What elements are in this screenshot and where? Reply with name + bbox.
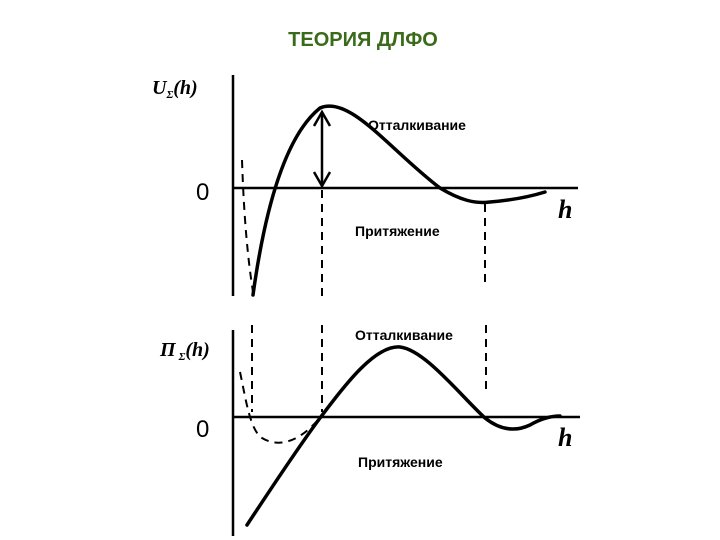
x-label: h (558, 423, 572, 452)
x-label: h (558, 195, 572, 224)
title: ТЕОРИЯ ДЛФО (288, 29, 438, 51)
y-label: П Σ(h) (159, 339, 210, 363)
y-subscript: Σ (165, 89, 173, 101)
attraction-label: Притяжение (358, 454, 443, 470)
dashed-curve (239, 371, 319, 444)
y-symbol: U (152, 77, 168, 99)
attraction-label: Притяжение (355, 223, 440, 239)
zero-label: 0 (196, 416, 209, 443)
dashed-curve (241, 159, 254, 293)
y-label: UΣ(h) (152, 77, 198, 101)
y-argument: (h) (185, 339, 209, 361)
y-argument: (h) (173, 77, 197, 99)
pressure-curve (245, 345, 562, 527)
panel-pressure: П Σ(h) 0 h Отталкивание Притяжение (159, 325, 580, 536)
y-symbol: П (159, 339, 177, 361)
y-subscript: Σ (178, 351, 186, 363)
zero-label: 0 (196, 179, 209, 206)
panel-energy: UΣ(h) 0 h Отталкивание Притяжение (152, 75, 578, 297)
repulsion-label: Отталкивание (355, 327, 453, 343)
arrow-heads (312, 109, 332, 189)
repulsion-label: Отталкивание (368, 117, 466, 133)
energy-curve (251, 104, 547, 297)
